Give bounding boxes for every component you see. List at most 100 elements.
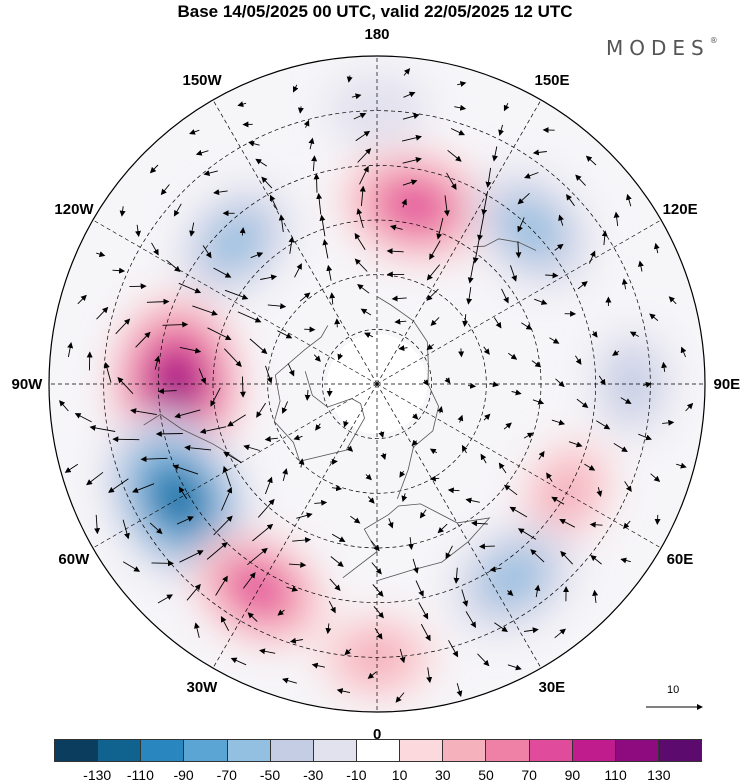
- map-title: Base 14/05/2025 00 UTC, valid 22/05/2025…: [177, 2, 573, 21]
- wind-vector: [411, 413, 419, 420]
- colorbar-swatch: [400, 740, 444, 761]
- meridian-line: [376, 383, 662, 549]
- wind-vector: [135, 224, 141, 237]
- wind-vector: [430, 317, 440, 327]
- wind-vector: [653, 242, 660, 254]
- wind-vector: [534, 298, 548, 305]
- wind-vector: [135, 331, 151, 348]
- wind-vector: [680, 346, 687, 358]
- wind-vector: [367, 671, 377, 679]
- wind-vector: [346, 75, 353, 83]
- wind-vector: [351, 93, 362, 100]
- wind-vector: [407, 537, 414, 550]
- wind-vector: [462, 314, 469, 327]
- wind-vector: [429, 448, 438, 455]
- wind-vector: [298, 458, 305, 468]
- wind-vector: [472, 237, 480, 264]
- wind-vector: [477, 653, 490, 667]
- colorbar-tick-label: -70: [216, 767, 237, 783]
- wind-vector: [399, 648, 406, 664]
- wind-vector: [446, 172, 457, 190]
- wind-vector: [308, 137, 315, 150]
- meridian-line: [376, 383, 542, 669]
- colorbar-swatch: [227, 740, 271, 761]
- wind-vector: [420, 623, 431, 642]
- wind-vector: [184, 444, 212, 451]
- wind-vector: [260, 274, 278, 281]
- wind-vector: [210, 387, 221, 407]
- wind-vector: [429, 475, 440, 482]
- wind-vector: [243, 444, 260, 451]
- wind-vector: [296, 512, 313, 519]
- wind-vector: [77, 294, 87, 305]
- wind-vector: [545, 272, 559, 279]
- colorbar-tick-label: -90: [173, 767, 194, 783]
- wind-vector: [129, 283, 147, 290]
- wind-vector: [198, 368, 207, 385]
- coastline: [143, 413, 242, 463]
- wind-vector: [426, 288, 439, 301]
- wind-vector: [282, 677, 297, 684]
- wind-vector: [444, 377, 451, 384]
- wind-vector: [331, 533, 346, 543]
- colorbar-swatch: [55, 740, 99, 761]
- wind-vector: [511, 389, 522, 396]
- meridian-line: [376, 219, 662, 385]
- wind-vector: [596, 420, 611, 430]
- colorbar-tick-label: -130: [83, 767, 112, 783]
- wind-vector: [458, 348, 465, 358]
- wind-vector: [230, 657, 247, 666]
- wind-vector: [621, 278, 628, 290]
- wind-vector: [566, 193, 575, 207]
- wind-vector: [344, 648, 352, 656]
- wind-vector: [443, 195, 450, 217]
- wind-vector: [329, 292, 336, 305]
- longitude-label: 120E: [662, 200, 698, 218]
- longitude-label: 150E: [534, 72, 570, 90]
- wind-vector: [186, 583, 201, 601]
- wind-vector: [534, 584, 541, 598]
- wind-vector: [227, 414, 246, 427]
- wind-vector: [288, 236, 295, 254]
- wind-vector: [130, 408, 157, 416]
- colorbar-tick-label: -30: [303, 767, 324, 783]
- anomaly-blob: [210, 217, 261, 268]
- wind-vector: [478, 543, 495, 550]
- wind-vector: [304, 389, 311, 401]
- wind-vector: [585, 155, 597, 166]
- wind-vector: [354, 232, 366, 250]
- wind-vector: [264, 476, 273, 495]
- colorbar-swatch: [141, 740, 185, 761]
- longitude-label: 0: [373, 725, 382, 743]
- wind-vector: [220, 616, 230, 632]
- wind-vectors: [59, 68, 694, 703]
- wind-vector: [554, 243, 564, 251]
- wind-vector: [501, 288, 509, 304]
- wind-vector: [426, 667, 433, 684]
- wind-vector: [257, 498, 275, 518]
- wind-vector: [356, 208, 364, 229]
- wind-vector: [613, 211, 620, 227]
- coastline: [473, 238, 537, 251]
- logo-text: MODES: [606, 36, 710, 60]
- wind-vector: [269, 194, 278, 211]
- colorbar-tick-label: -10: [346, 767, 367, 783]
- wind-vector: [549, 337, 560, 344]
- wind-vector: [588, 250, 596, 264]
- colorbar-swatch: [98, 740, 142, 761]
- wind-vector: [336, 688, 351, 694]
- wind-vector: [265, 365, 273, 384]
- wind-vector: [558, 214, 564, 226]
- wind-vector: [466, 287, 473, 305]
- wind-vector: [215, 575, 228, 596]
- wind-vector: [146, 298, 170, 305]
- wind-vector: [419, 509, 427, 519]
- wind-vector: [532, 398, 545, 405]
- wind-vector: [589, 521, 603, 528]
- longitude-label: 30W: [186, 678, 218, 696]
- wind-vector: [247, 547, 268, 566]
- wind-vector: [297, 106, 304, 114]
- meridian-line: [92, 219, 378, 385]
- wind-vector: [195, 149, 209, 156]
- wind-vector: [255, 158, 268, 167]
